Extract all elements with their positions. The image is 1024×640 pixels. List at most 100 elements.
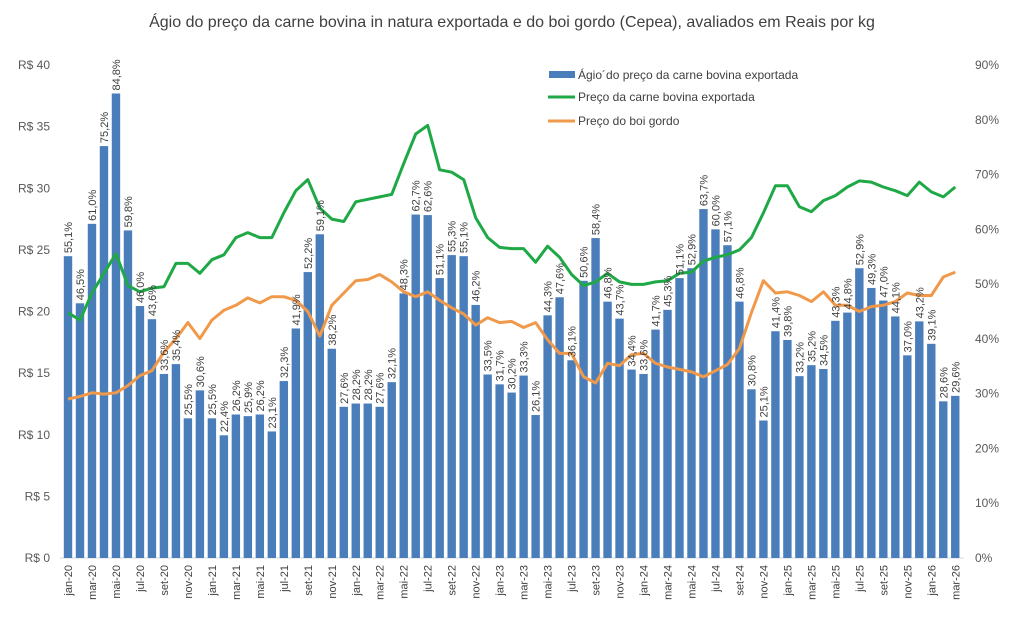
bar [663,309,672,558]
line-boi-gordo [67,270,956,401]
x-axis-tick: nov-21 [327,565,339,599]
data-label: 33,6% [159,340,171,371]
right-axis: 0% 10% 20% 30% 40% 50% 60% 70% 80% 90% [975,58,999,565]
data-label: 35,2% [806,331,818,362]
data-label: 58,4% [591,204,603,235]
x-axis-tick: nov-22 [471,565,483,599]
bar [291,328,301,558]
data-label: 62,6% [423,181,435,212]
data-label: 52,9% [686,234,698,265]
x-axis-tick: jul-23 [567,565,579,593]
bar [111,93,121,559]
bar [387,382,396,558]
data-label: 51,1% [674,244,686,275]
data-label: 34,5% [818,335,830,366]
bar [591,238,600,558]
bar [267,431,277,558]
data-label: 47,6% [555,263,567,294]
right-axis-tick: 20% [975,441,999,455]
legend: Ágio´do preço da carne bovina exportada … [548,67,798,128]
bar [339,406,348,558]
bar [195,390,205,558]
bar [63,256,73,558]
data-label: 29,6% [950,361,962,392]
x-axis-tick: set-21 [303,565,315,596]
bar [531,415,540,558]
line-carne-exportada [67,123,957,322]
bar [207,418,217,558]
x-axis-tick: mar-25 [806,565,818,600]
data-label: 62,7% [411,180,423,211]
data-label: 28,6% [938,367,950,398]
bar [399,293,408,558]
x-axis-tick: jul-25 [854,565,866,593]
data-label: 41,4% [770,297,782,328]
x-axis-tick: nov-23 [615,565,627,599]
data-label: 26,2% [255,380,267,411]
bar [687,268,696,558]
data-label: 55,1% [63,222,75,253]
data-label: 61,0% [87,189,99,220]
data-label: 28,2% [363,369,375,400]
data-label: 43,7% [615,284,627,315]
right-axis-tick: 0% [975,551,993,565]
x-axis-tick: nov-24 [758,565,770,599]
bar [819,369,828,558]
x-axis-tick: mai-23 [543,565,555,599]
x-axis-tick: mai-22 [399,565,411,599]
data-label: 44,8% [842,278,854,309]
bar [555,297,564,558]
data-label: 30,8% [746,355,758,386]
left-axis-tick: R$ 5 [25,489,51,503]
x-axis-tick: jan-24 [639,565,651,597]
data-label: 55,3% [447,221,459,252]
x-axis-tick: set-25 [878,565,890,596]
data-label: 51,1% [435,244,447,275]
bar [183,418,193,558]
x-axis-tick: mai-21 [255,565,267,599]
data-label: 84,8% [111,59,123,90]
left-axis: R$ 0 R$ 5 R$ 10 R$ 15 R$ 20 R$ 25 R$ 30 R$ 35 R$… [18,58,50,565]
x-axis-tick: mar-26 [950,565,962,600]
bar [951,395,960,558]
bar [723,245,732,559]
x-axis-tick: mar-23 [519,565,531,600]
data-label: 52,9% [854,234,866,265]
bar [567,360,576,558]
bar [699,209,708,558]
data-label: 37,0% [902,321,914,352]
bar [735,301,744,558]
data-label: 27,6% [339,372,351,403]
data-label: 33,3% [519,341,531,372]
bar [507,392,516,558]
x-axis-tick: jan-22 [351,565,363,597]
x-axis-ticks: jan-20 mar-20 mai-20 jul-20 set-20 nov-20 jan-… [63,565,962,600]
right-axis-tick: 60% [975,222,999,236]
data-label: 33,2% [794,342,806,373]
left-axis-tick: R$ 20 [18,305,50,319]
legend-label-boi: Preço do boi gordo [578,114,680,128]
bar [423,215,432,558]
bar [843,312,852,558]
data-label: 46,5% [75,269,87,300]
data-label: 32,1% [387,348,399,379]
bar [471,304,480,558]
bar [495,384,504,558]
data-label: 44,3% [543,281,555,312]
bar [759,420,768,558]
x-axis-tick: jul-20 [135,565,147,593]
bar [219,435,229,558]
x-axis-tick: jul-21 [279,565,291,593]
data-label: 26,2% [231,380,243,411]
bar [327,348,336,558]
bar [939,401,948,558]
data-label: 36,1% [567,326,579,357]
bar [747,389,756,558]
data-label: 33,5% [483,340,495,371]
x-axis-tick: set-20 [159,565,171,596]
data-label: 59,1% [315,200,327,231]
bar [927,343,936,558]
line-series [67,123,957,401]
bar [903,355,912,558]
x-axis-tick: jul-24 [710,565,722,593]
